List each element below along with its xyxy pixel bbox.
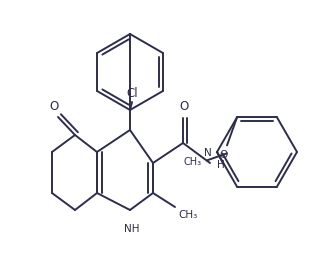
Text: CH₃: CH₃ (184, 157, 202, 167)
Text: O: O (220, 150, 228, 160)
Text: O: O (179, 100, 189, 113)
Text: NH: NH (124, 224, 140, 234)
Text: O: O (49, 100, 59, 113)
Text: H: H (217, 160, 225, 170)
Text: CH₃: CH₃ (178, 210, 197, 220)
Text: N: N (204, 148, 212, 158)
Text: Cl: Cl (126, 87, 138, 100)
